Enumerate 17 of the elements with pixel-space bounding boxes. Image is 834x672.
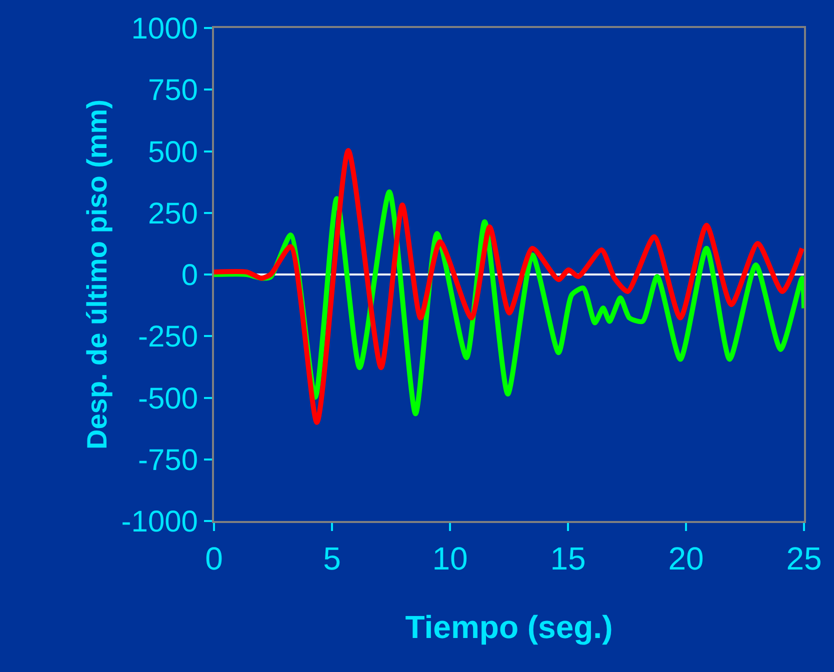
y-tick-label: -1000 [121,506,198,538]
y-tick-label: -750 [138,444,198,477]
y-tick-label: 1000 [131,12,198,46]
y-axis-title: Desp. de último piso (mm) [81,99,112,450]
x-tick-label: 25 [786,540,822,576]
x-tick-label: 5 [323,540,341,576]
y-tick-label: -500 [138,382,198,416]
y-tick-label: 0 [181,259,198,292]
y-tick-label: -250 [138,320,198,354]
y-tick-label: 500 [148,136,198,169]
x-tick-label: 20 [668,540,704,576]
x-tick-label: 10 [432,540,468,576]
y-tick-label: 750 [148,74,198,108]
x-axis-title: Tiempo (seg.) [405,608,613,645]
y-tick-label: 250 [148,197,198,230]
x-tick-label: 15 [550,540,586,576]
x-tick-label: 0 [205,540,223,576]
